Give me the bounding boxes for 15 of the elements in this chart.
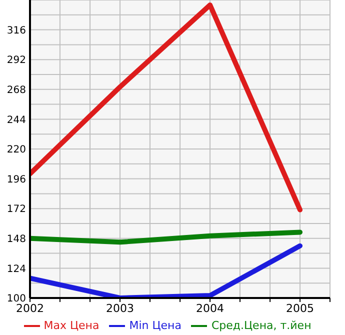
y-tick-label: 316: [6, 25, 26, 36]
y-tick-label: 148: [6, 234, 26, 245]
y-tick-label: 268: [6, 84, 26, 96]
y-tick-label: 220: [6, 144, 26, 156]
legend-label: Min Цена: [129, 319, 182, 332]
legend-label: Сред.Цена, т.йен: [211, 319, 312, 332]
y-tick-label: 292: [6, 55, 26, 66]
x-tick-label: 2003: [106, 302, 134, 315]
x-tick-label: 2005: [286, 302, 314, 315]
y-tick-label: 124: [6, 264, 26, 275]
y-tick-label: 172: [6, 204, 26, 216]
y-tick-label: 196: [6, 174, 26, 186]
y-tick-label: 244: [6, 114, 26, 126]
x-tick-label: 2004: [196, 302, 224, 315]
legend-label: Max Цена: [44, 319, 100, 332]
